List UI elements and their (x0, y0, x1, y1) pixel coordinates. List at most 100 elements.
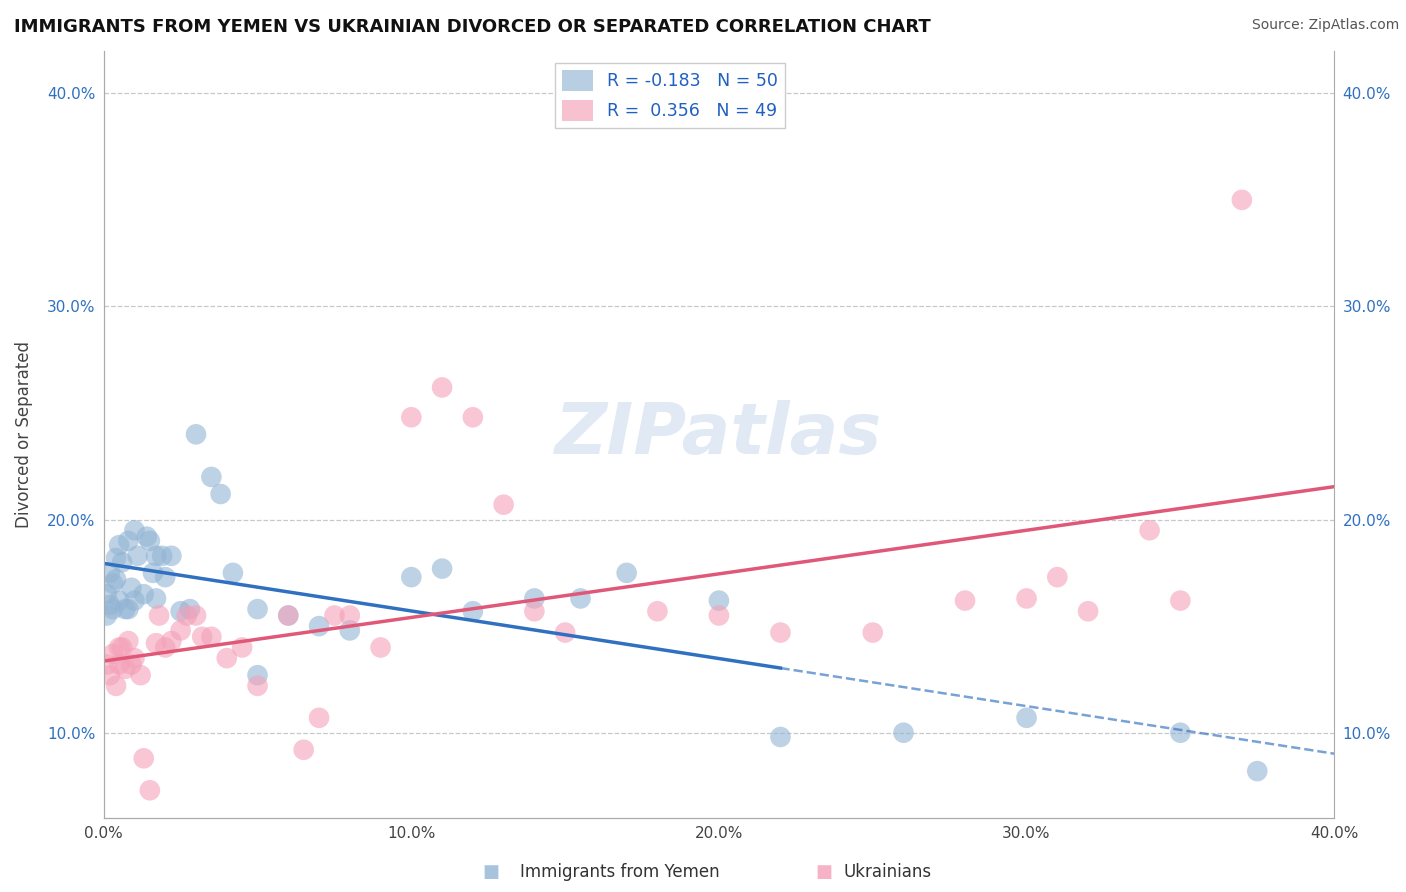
Point (184, 608, 207, 623)
Point (108, 640, 131, 655)
Point (105, 572, 128, 586)
Point (1077, 604, 1099, 618)
Point (176, 608, 198, 623)
Point (308, 619, 330, 633)
Point (200, 470, 222, 484)
Point (148, 608, 170, 623)
Point (111, 555, 134, 569)
Point (135, 530, 157, 544)
Y-axis label: Divorced or Separated: Divorced or Separated (15, 341, 32, 528)
Point (114, 662, 136, 676)
Point (160, 634, 183, 648)
Text: Immigrants from Yemen: Immigrants from Yemen (520, 863, 720, 881)
Point (160, 549, 183, 563)
Point (132, 587, 155, 601)
Point (108, 593, 131, 607)
Point (132, 751, 155, 765)
Point (707, 593, 730, 607)
Point (184, 427, 207, 442)
Point (1046, 570, 1069, 584)
Point (145, 636, 167, 650)
Point (277, 608, 299, 623)
Point (1230, 193, 1253, 207)
Point (145, 549, 167, 563)
Point (1139, 523, 1161, 537)
Point (616, 566, 638, 580)
Point (124, 651, 146, 665)
Point (401, 570, 423, 584)
Point (323, 608, 346, 623)
Point (124, 593, 146, 607)
Point (339, 624, 361, 638)
Point (200, 630, 222, 644)
Point (114, 602, 136, 616)
Point (292, 743, 315, 757)
Point (461, 410, 484, 425)
Point (231, 640, 253, 655)
Point (215, 651, 238, 665)
Point (96, 657, 118, 672)
Point (523, 604, 546, 618)
Point (209, 487, 232, 501)
Legend: R = -0.183   N = 50, R =  0.356   N = 49: R = -0.183 N = 50, R = 0.356 N = 49 (555, 63, 785, 128)
Point (769, 625, 792, 640)
Point (1246, 764, 1268, 778)
Text: ■: ■ (482, 863, 499, 881)
Point (127, 549, 149, 563)
Point (98, 668, 121, 682)
Point (1170, 725, 1192, 739)
Point (120, 657, 142, 672)
Point (523, 591, 546, 606)
Point (430, 380, 453, 394)
Text: IMMIGRANTS FROM YEMEN VS UKRAINIAN DIVORCED OR SEPARATED CORRELATION CHART: IMMIGRANTS FROM YEMEN VS UKRAINIAN DIVOR… (14, 18, 931, 36)
Point (461, 604, 484, 618)
Point (142, 566, 165, 580)
Point (308, 711, 330, 725)
Point (108, 657, 131, 672)
Point (246, 668, 269, 682)
Point (117, 533, 139, 548)
Point (105, 679, 128, 693)
Point (108, 538, 131, 552)
Point (120, 581, 142, 595)
Point (179, 602, 201, 616)
Point (111, 640, 134, 655)
Point (569, 591, 592, 606)
Point (1015, 591, 1038, 606)
Point (370, 640, 392, 655)
Point (98, 566, 121, 580)
Point (1170, 593, 1192, 607)
Point (430, 561, 453, 575)
Text: Ukrainians: Ukrainians (844, 863, 932, 881)
Point (707, 608, 730, 623)
Point (246, 602, 269, 616)
Point (222, 566, 245, 580)
Point (769, 730, 792, 744)
Point (129, 668, 152, 682)
Point (339, 608, 361, 623)
Point (554, 625, 576, 640)
Point (145, 591, 167, 606)
Point (169, 604, 191, 618)
Point (101, 647, 124, 661)
Point (862, 625, 884, 640)
Point (155, 570, 177, 584)
Point (105, 551, 128, 566)
Point (647, 604, 669, 618)
Point (893, 725, 915, 739)
Point (139, 783, 162, 797)
Point (117, 634, 139, 648)
Point (191, 630, 214, 644)
Point (98, 598, 121, 612)
Point (101, 602, 124, 616)
Point (1015, 711, 1038, 725)
Point (492, 498, 515, 512)
Point (150, 549, 173, 563)
Point (169, 624, 191, 638)
Point (101, 576, 124, 591)
Point (117, 602, 139, 616)
Point (96, 608, 118, 623)
Text: ZIPatlas: ZIPatlas (555, 400, 883, 469)
Point (953, 593, 976, 607)
Text: Source: ZipAtlas.com: Source: ZipAtlas.com (1251, 18, 1399, 32)
